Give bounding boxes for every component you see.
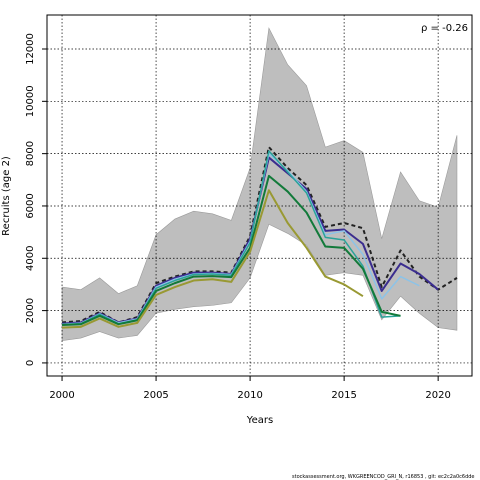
- x-axis-title: Years: [246, 415, 273, 426]
- plot-frame: [46, 14, 473, 377]
- x-tick-label: 2005: [143, 390, 168, 401]
- y-tick-label: 6000: [25, 193, 36, 218]
- y-axis: 0 2000 4000 6000 8000 10000 12000: [25, 33, 47, 366]
- y-tick-label: 12000: [25, 33, 36, 65]
- grid-layer: [47, 15, 472, 376]
- x-axis: 2000 2005 2010 2015 2020: [49, 376, 451, 401]
- series-line-5: [61, 174, 401, 326]
- y-tick-label: 8000: [25, 141, 36, 166]
- y-tick-label: 10000: [25, 85, 36, 117]
- rho-annotation: ρ = -0.26: [421, 23, 468, 34]
- y-tick-label: 0: [25, 360, 36, 366]
- series-line-6: [61, 189, 364, 329]
- y-tick-label: 4000: [25, 246, 36, 271]
- y-tick-label: 2000: [25, 298, 36, 323]
- x-tick-label: 2015: [331, 390, 356, 401]
- x-tick-label: 2010: [237, 390, 262, 401]
- confidence-band: [61, 27, 458, 342]
- confidence-band-layer: [61, 27, 458, 342]
- footer-credit: stockassessment.org, WKGREENCOD_GRI_N, r…: [292, 474, 475, 480]
- y-axis-title: Recruits (age 2): [1, 156, 12, 236]
- x-tick-label: 2000: [49, 390, 74, 401]
- x-tick-label: 2020: [425, 390, 450, 401]
- series-layer: [61, 146, 458, 329]
